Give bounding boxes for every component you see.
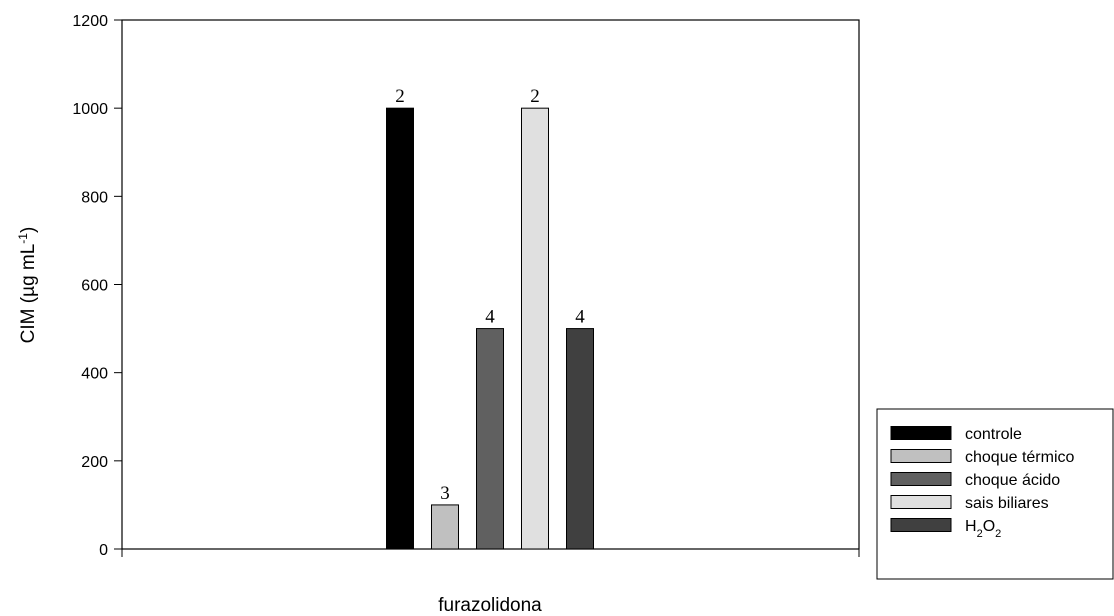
legend-label: choque térmico [965,449,1074,466]
bar [521,107,549,550]
legend-label: H2O2 [965,518,1001,540]
bars [386,107,594,550]
legend-swatch [890,449,952,463]
bar-data-label: 3 [440,483,450,504]
y-tick-label: 0 [99,542,108,559]
y-axis-title: CIM (µg mL-1) [16,227,39,344]
y-tick-label: 1200 [72,13,108,30]
bar-data-label: 2 [530,86,540,107]
legend-swatch [890,518,952,532]
legend-label: controle [965,426,1022,443]
legend-label: choque ácido [965,472,1060,489]
y-axis: 0 200 400 600 800 1000 1200 [72,13,122,559]
legend-label: sais biliares [965,495,1049,512]
data-labels: 2 3 4 2 4 [395,86,585,504]
legend: controle choque térmico choque ácido sais b… [876,408,1114,580]
bar-data-label: 4 [485,307,495,328]
y-tick-label: 400 [81,366,108,383]
bar [566,328,594,550]
bar [386,107,414,550]
legend-swatch [890,495,952,509]
y-tick-label: 600 [81,278,108,295]
y-tick-label: 800 [81,189,108,206]
y-tick-label: 1000 [72,101,108,118]
legend-swatch [890,472,952,486]
bar [476,328,504,550]
bar-data-label: 2 [395,86,405,107]
bar-data-label: 4 [575,307,585,328]
legend-swatch [890,426,952,440]
x-axis-title: furazolidona [438,595,542,616]
y-tick-label: 200 [81,454,108,471]
bar [431,504,459,550]
